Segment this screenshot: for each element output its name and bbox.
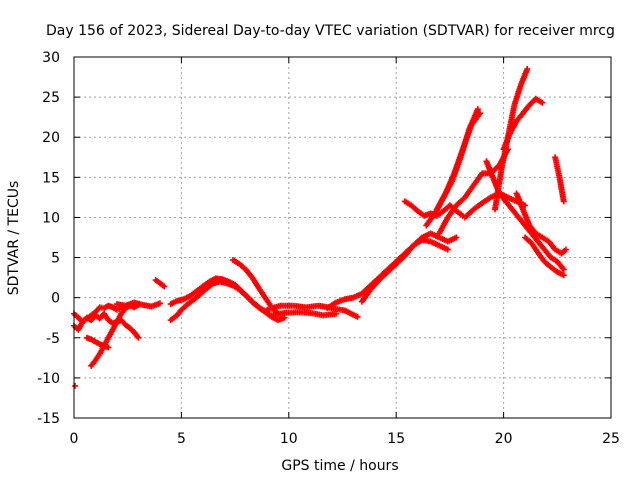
y-tick-label: -15 [37,411,60,427]
data-point [444,246,451,253]
y-tick-label: 10 [42,210,60,226]
data-point [560,198,567,205]
y-tick-label: 0 [51,291,60,307]
tick-labels: 0 5 10 15 20 25 -15 -10 -5 0 5 10 15 20 25 30 [37,50,620,447]
y-axis-label: SDTVAR / TECUs [6,181,22,296]
y-tick-label: 15 [42,170,60,186]
x-tick-label: 15 [387,431,405,447]
chart-title: Day 156 of 2023, Sidereal Day-to-day VTE… [46,23,615,39]
x-tick-label: 0 [70,431,79,447]
data-point [453,234,460,241]
data-point [156,300,163,307]
data-point [524,66,531,73]
y-tick-label: 20 [42,130,60,146]
data-point [474,106,481,113]
x-tick-label: 20 [495,431,513,447]
y-tick-label: -5 [46,331,60,347]
x-tick-label: 25 [602,431,620,447]
data-point [333,310,340,317]
data-point [560,266,567,273]
x-tick-label: 5 [177,431,186,447]
ticks [73,56,612,419]
data-points [71,66,569,389]
data-point [135,334,142,341]
data-point [354,313,361,320]
y-tick-label: 25 [42,90,60,106]
y-tick-label: 5 [51,251,60,267]
data-point [105,344,112,351]
grid [74,57,611,418]
plot-frame [73,56,612,419]
y-tick-label: -10 [37,371,60,387]
data-point [72,382,79,389]
data-point [560,272,567,279]
data-point [476,110,483,117]
y-tick-label: 30 [42,50,60,66]
data-point [562,246,569,253]
data-point [539,99,546,106]
data-point [161,283,168,290]
x-tick-label: 10 [280,431,298,447]
x-axis-label: GPS time / hours [281,458,398,474]
